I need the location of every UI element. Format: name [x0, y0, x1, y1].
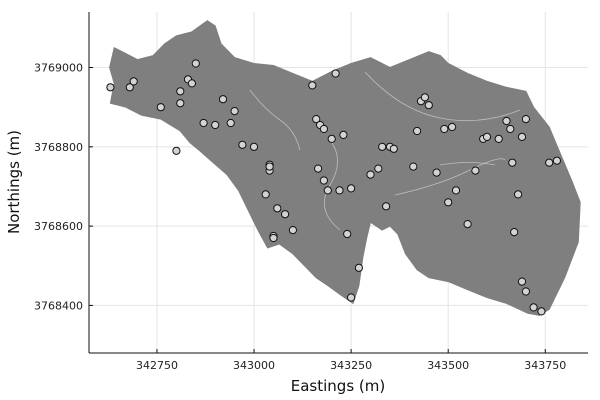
- sample-point: [191, 59, 200, 68]
- sample-point: [444, 198, 453, 207]
- sample-point: [331, 69, 340, 78]
- sample-point: [323, 186, 332, 195]
- sample-point: [424, 101, 433, 110]
- sample-point: [382, 202, 391, 211]
- sample-point: [413, 126, 422, 136]
- stream-channels: [249, 71, 521, 231]
- x-ticks: 342750 343000 343250 343500 343750: [136, 349, 566, 372]
- y-tick-label: 3768400: [34, 299, 83, 312]
- sample-point: [308, 81, 317, 90]
- sample-point: [510, 228, 519, 237]
- sample-point: [432, 168, 441, 177]
- x-axis-label: Eastings (m): [291, 377, 385, 395]
- sample-points: [106, 59, 562, 316]
- sample-point: [440, 124, 449, 134]
- sample-point: [288, 226, 297, 235]
- sample-point: [176, 99, 185, 108]
- sample-point: [517, 277, 527, 286]
- sample-point: [343, 229, 352, 239]
- sample-point: [176, 87, 185, 96]
- sample-point: [378, 142, 387, 151]
- sample-point: [502, 116, 511, 126]
- x-tick-label: 342750: [136, 359, 178, 372]
- sample-point: [552, 156, 562, 165]
- sample-point: [172, 146, 181, 155]
- sample-point: [521, 115, 531, 124]
- sample-point: [354, 263, 363, 272]
- axes: [88, 12, 588, 354]
- sample-point: [521, 287, 531, 296]
- sample-point: [249, 142, 259, 151]
- sample-point: [125, 83, 134, 92]
- sample-point: [187, 79, 196, 88]
- sample-point: [269, 233, 278, 243]
- sample-point: [514, 190, 523, 199]
- sample-point: [420, 93, 429, 102]
- sample-point: [230, 107, 239, 116]
- y-tick-label: 3769000: [34, 62, 83, 75]
- sample-point: [312, 115, 321, 124]
- sample-point: [347, 184, 356, 193]
- sample-point: [273, 204, 282, 213]
- sample-point: [494, 134, 503, 143]
- sample-point: [319, 176, 328, 185]
- sample-point: [448, 122, 457, 132]
- sample-point: [389, 144, 398, 153]
- sample-point: [374, 164, 383, 173]
- sample-point: [347, 293, 356, 302]
- sample-point: [545, 158, 554, 167]
- x-tick-label: 343500: [427, 359, 469, 372]
- sample-point: [463, 220, 472, 229]
- sample-point: [218, 95, 228, 104]
- y-tick-label: 3768800: [34, 141, 83, 154]
- sample-point: [281, 210, 290, 219]
- x-tick-label: 343000: [233, 359, 275, 372]
- sample-point: [129, 77, 138, 86]
- x-tick-label: 343750: [524, 359, 566, 372]
- sample-point: [506, 124, 515, 134]
- stream-channel: [249, 89, 301, 151]
- sample-point: [314, 164, 323, 173]
- sample-point: [211, 120, 220, 130]
- sample-point: [517, 132, 527, 141]
- y-tick-label: 3768600: [34, 220, 83, 233]
- sample-point: [339, 130, 348, 139]
- x-tick-label: 343250: [330, 359, 372, 372]
- stream-channel: [394, 158, 506, 196]
- sample-point: [451, 186, 461, 195]
- sample-point: [226, 118, 235, 128]
- catchment-region: [109, 20, 581, 316]
- stream-channel: [364, 71, 521, 122]
- sample-point: [335, 186, 344, 195]
- sample-point: [529, 303, 538, 312]
- sample-point: [327, 134, 336, 143]
- sample-point: [106, 83, 115, 92]
- sample-point: [366, 170, 375, 179]
- sample-point: [482, 132, 492, 141]
- sample-point: [238, 140, 247, 149]
- y-axis-label: Northings (m): [5, 130, 23, 234]
- sample-point: [319, 124, 328, 134]
- sample-point: [156, 103, 165, 112]
- sample-point: [537, 307, 546, 316]
- sample-point: [409, 162, 418, 171]
- stream-channel: [439, 162, 496, 166]
- sample-point: [508, 158, 517, 167]
- sample-point: [199, 118, 208, 128]
- sample-point: [265, 162, 274, 171]
- sample-point: [471, 166, 480, 175]
- stream-channel: [323, 139, 341, 231]
- y-ticks: 3768400 3768600 3768800 3769000: [34, 62, 93, 312]
- region-polygon: [109, 20, 581, 316]
- sample-point: [261, 190, 270, 199]
